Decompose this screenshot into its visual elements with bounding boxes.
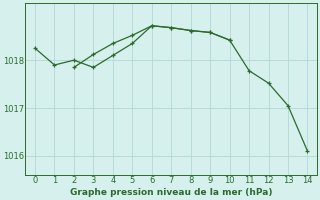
X-axis label: Graphe pression niveau de la mer (hPa): Graphe pression niveau de la mer (hPa) — [70, 188, 273, 197]
